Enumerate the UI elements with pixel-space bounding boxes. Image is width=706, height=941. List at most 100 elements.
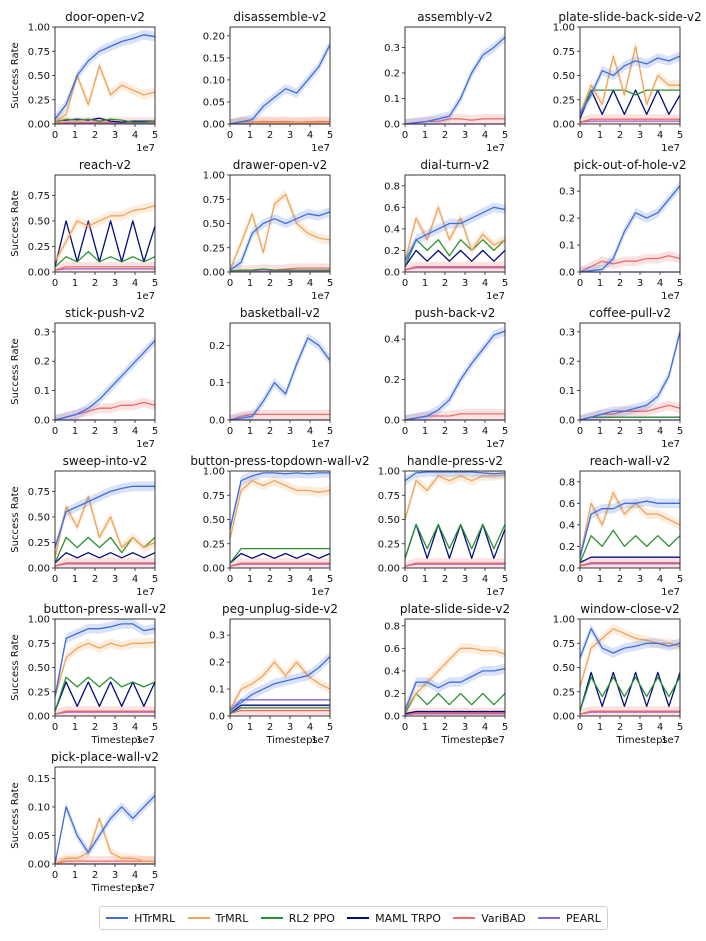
- series-line-maml-trpo: [579, 556, 680, 564]
- y-tick-label: 0.0: [34, 416, 50, 427]
- band-htrmrl: [580, 51, 680, 120]
- x-axis-label: Timesteps: [90, 735, 142, 746]
- series-line-varibad: [229, 413, 330, 421]
- series-line-rl2-ppo: [229, 707, 330, 714]
- plot-frame: [229, 470, 331, 569]
- series-line-varibad: [404, 562, 505, 567]
- x-offset-label: 1e7: [486, 587, 505, 598]
- x-tick-label: 3: [462, 426, 468, 437]
- y-tick-label: 0.25: [28, 242, 50, 253]
- x-tick-label: 5: [677, 722, 683, 733]
- series-line-varibad: [404, 265, 505, 271]
- y-tick-label: 0.2: [209, 658, 225, 669]
- y-axis-label: Success Rate: [10, 338, 21, 404]
- legend-label-varibad: VariBAD: [481, 911, 526, 925]
- band-trmrl: [230, 189, 330, 272]
- y-tick-label: 0.2: [384, 375, 400, 386]
- subplot-sweep-into-v2: sweep-into-v2 Success Rate 0.00 0.25 0.50 0.7…: [10, 454, 158, 598]
- x-tick-label: 2: [92, 278, 98, 289]
- band-htrmrl: [230, 651, 330, 716]
- y-tick-label: 0.50: [28, 663, 50, 674]
- x-tick-label: 4: [657, 722, 663, 733]
- band-trmrl: [580, 41, 680, 120]
- x-tick-label: 3: [462, 722, 468, 733]
- x-tick-label: 1: [422, 574, 428, 585]
- x-tick-label: 1: [597, 574, 603, 585]
- legend-swatch-pearl: [537, 917, 560, 919]
- x-tick-label: 1: [597, 278, 603, 289]
- subplot-button-press-topdown-wall-v2: button-press-topdown-wall-v2 0.00 0.25 0.50…: [190, 454, 369, 598]
- y-tick-label: 0.1: [559, 386, 575, 397]
- x-tick-label: 1: [422, 278, 428, 289]
- series-line-varibad: [579, 118, 680, 123]
- series-line-trmrl: [404, 474, 506, 520]
- series-line-maml-trpo: [579, 89, 681, 120]
- plot-frame: [404, 618, 506, 717]
- legend: HTrMRL TrMRL RL2 PPO MAML TRPO VariBAD P…: [99, 906, 608, 930]
- x-tick-label: 4: [132, 722, 138, 733]
- x-tick-label: 4: [132, 870, 138, 881]
- y-tick-label: 0.2: [559, 214, 575, 225]
- x-tick-label: 2: [267, 426, 273, 437]
- y-axis-label: Success Rate: [10, 634, 21, 700]
- series-line-rl2-ppo: [54, 676, 156, 712]
- subplot-title: disassemble-v2: [233, 10, 326, 24]
- x-tick-label: 5: [327, 426, 333, 437]
- series-line-trmrl: [579, 491, 681, 558]
- series-line-htrmrl: [54, 340, 156, 421]
- y-tick-label: 0.1: [384, 94, 400, 105]
- y-tick-label: 0.1: [209, 685, 225, 696]
- series-line-htrmrl: [579, 500, 680, 558]
- series-line-varibad: [579, 561, 680, 567]
- x-tick-label: 5: [152, 722, 158, 733]
- subplot-drawer-open-v2: drawer-open-v2 0.00 0.25 0.50 0.75 1.00 0 1 2 3 4 5…: [203, 158, 333, 302]
- band-htrmrl: [580, 180, 680, 272]
- x-offset-label: 1e7: [136, 439, 155, 450]
- x-tick-label: 2: [442, 278, 448, 289]
- x-tick-label: 0: [52, 278, 58, 289]
- x-tick-label: 1: [247, 278, 253, 289]
- x-tick-label: 5: [677, 130, 683, 141]
- y-tick-label: 0.05: [28, 831, 50, 842]
- series-line-varibad: [579, 255, 681, 273]
- y-tick-label: 0.4: [559, 520, 575, 531]
- x-tick-label: 3: [112, 574, 118, 585]
- band-trmrl: [55, 60, 155, 124]
- x-tick-label: 1: [247, 574, 253, 585]
- x-tick-label: 0: [577, 278, 583, 289]
- y-tick-label: 1.00: [378, 467, 400, 478]
- series-line-trmrl: [579, 45, 680, 115]
- x-offset-label: 1e7: [136, 143, 155, 154]
- x-tick-label: 0: [52, 870, 58, 881]
- x-tick-label: 4: [657, 426, 663, 437]
- x-tick-label: 1: [72, 426, 78, 437]
- y-tick-label: 0.8: [384, 181, 400, 192]
- y-tick-label: 0.75: [28, 487, 50, 498]
- x-tick-label: 4: [657, 574, 663, 585]
- x-tick-label: 2: [442, 574, 448, 585]
- y-tick-label: 0.10: [28, 802, 50, 813]
- y-tick-label: 0.0: [559, 268, 575, 279]
- x-tick-label: 0: [52, 722, 58, 733]
- y-tick-label: 0.25: [203, 243, 225, 254]
- x-tick-label: 4: [482, 722, 488, 733]
- series-line-rl2-ppo: [54, 250, 156, 268]
- x-axis-label: Timesteps: [615, 735, 667, 746]
- subplot-window-close-v2: window-close-v2 0.00 0.25 0.50 0.75 1.00 0 1 2 3 4…: [553, 602, 683, 746]
- x-tick-label: 3: [462, 574, 468, 585]
- band-trmrl: [405, 471, 505, 525]
- y-tick-label: 0.50: [28, 512, 50, 523]
- legend-swatch-varibad: [453, 917, 476, 919]
- subplot-title: button-press-wall-v2: [44, 602, 167, 616]
- x-axis-label: Timesteps: [265, 735, 317, 746]
- x-axis-label: Timesteps: [90, 883, 142, 894]
- x-tick-label: 4: [132, 278, 138, 289]
- y-tick-label: 0.1: [209, 378, 225, 389]
- x-tick-label: 1: [597, 130, 603, 141]
- series-line-pearl: [54, 711, 155, 715]
- x-tick-label: 4: [307, 574, 313, 585]
- x-tick-label: 2: [617, 278, 623, 289]
- series-line-rl2-ppo: [579, 676, 681, 712]
- subplot-reach-v2: reach-v2 Success Rate 0.00 0.25 0.50 0.75 0 1 2 3…: [10, 158, 158, 302]
- series-line-trmrl: [229, 480, 331, 540]
